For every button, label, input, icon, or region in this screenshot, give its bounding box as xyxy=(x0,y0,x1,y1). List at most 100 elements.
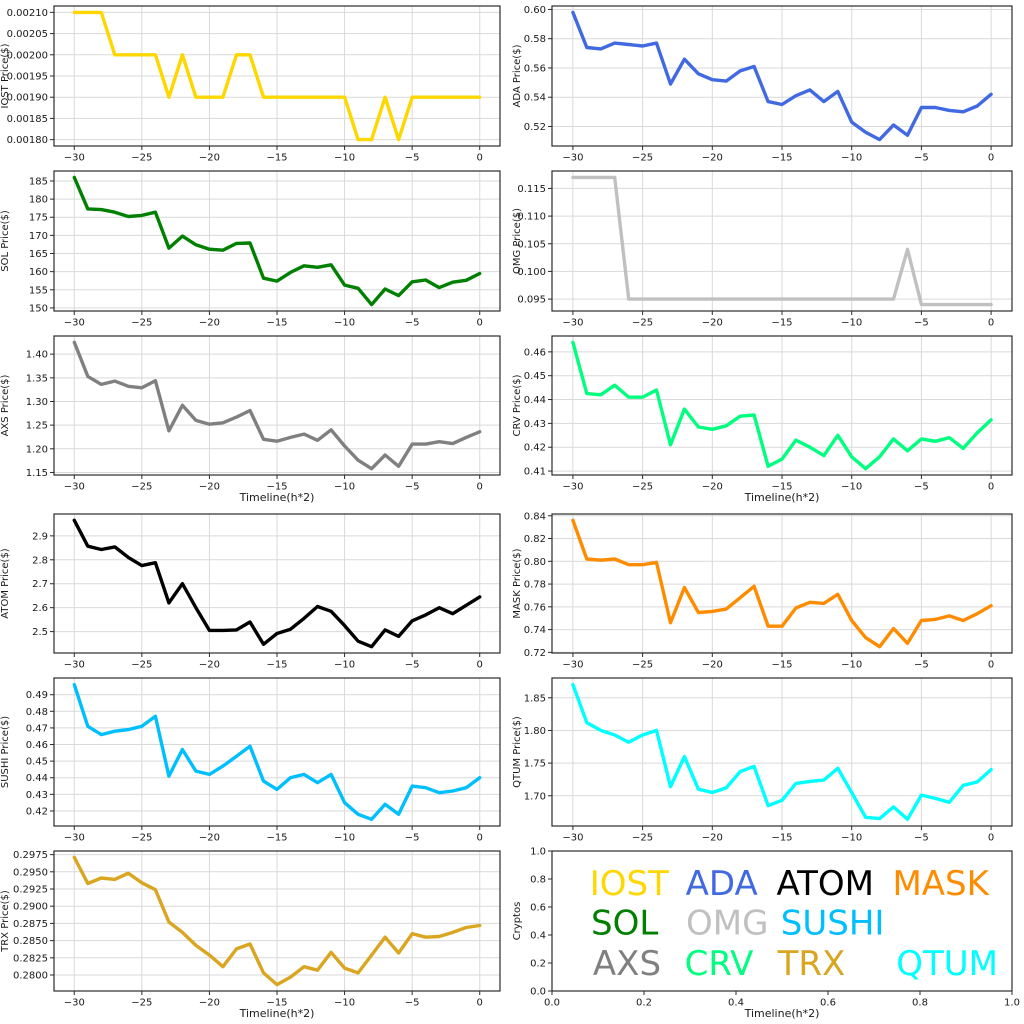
chart-iost: −30 −25 −20 −15 −10 −5 0 0.00180 0.00185 0.00190 0… xyxy=(0,0,512,165)
svg-text:−20: −20 xyxy=(702,153,723,164)
svg-text:QTUM Price($): QTUM Price($) xyxy=(512,716,523,788)
svg-text:−30: −30 xyxy=(562,482,583,493)
svg-text:0: 0 xyxy=(988,660,994,671)
svg-text:2.6: 2.6 xyxy=(32,603,48,614)
svg-text:−30: −30 xyxy=(562,318,583,329)
svg-text:−5: −5 xyxy=(914,153,929,164)
svg-text:0.8: 0.8 xyxy=(912,998,928,1009)
svg-text:−5: −5 xyxy=(914,482,929,493)
svg-text:−25: −25 xyxy=(131,482,152,493)
chart-mask: −30 −25 −20 −15 −10 −5 0 0.72 0.74 0.76 0.78 0.80 0.… xyxy=(512,508,1024,672)
svg-text:OMG: OMG xyxy=(686,903,768,943)
svg-text:180: 180 xyxy=(29,195,48,206)
svg-text:1.0: 1.0 xyxy=(1004,998,1020,1009)
svg-text:0.2825: 0.2825 xyxy=(13,953,48,964)
svg-text:1.85: 1.85 xyxy=(524,693,546,704)
svg-text:−30: −30 xyxy=(64,998,85,1009)
svg-text:Timeline(h*2): Timeline(h*2) xyxy=(239,1007,315,1020)
svg-text:Timeline(h*2): Timeline(h*2) xyxy=(744,491,820,504)
svg-text:CRV Price($): CRV Price($) xyxy=(512,374,523,436)
svg-text:−25: −25 xyxy=(131,998,152,1009)
svg-text:0.41: 0.41 xyxy=(524,467,546,478)
svg-text:−15: −15 xyxy=(771,153,792,164)
svg-text:0.4: 0.4 xyxy=(530,931,546,942)
svg-text:0: 0 xyxy=(477,998,483,1009)
svg-text:−25: −25 xyxy=(131,833,152,844)
svg-text:1.40: 1.40 xyxy=(26,350,48,361)
svg-text:−20: −20 xyxy=(702,318,723,329)
svg-text:0.0: 0.0 xyxy=(530,987,546,998)
svg-text:−15: −15 xyxy=(266,482,287,493)
svg-text:1.75: 1.75 xyxy=(524,759,546,770)
svg-text:−25: −25 xyxy=(131,153,152,164)
chart-omg: −30 −25 −20 −15 −10 −5 0 0.095 0.100 0.105 0.110 0.… xyxy=(512,165,1024,330)
svg-text:2.8: 2.8 xyxy=(32,555,48,566)
svg-text:SUSHI Price($): SUSHI Price($) xyxy=(0,716,11,788)
svg-text:1.30: 1.30 xyxy=(26,397,48,408)
svg-text:−30: −30 xyxy=(64,318,85,329)
svg-text:0.76: 0.76 xyxy=(524,602,546,613)
svg-text:Timeline(h*2): Timeline(h*2) xyxy=(239,491,315,504)
svg-text:−5: −5 xyxy=(405,998,420,1009)
svg-text:Timeline(h*2): Timeline(h*2) xyxy=(744,1007,820,1020)
svg-text:0.6: 0.6 xyxy=(820,998,836,1009)
svg-text:0.2: 0.2 xyxy=(530,959,546,970)
svg-text:0.2875: 0.2875 xyxy=(13,919,48,930)
chart-sol: −30 −25 −20 −15 −10 −5 0 150 155 160 165 170 175 180 1… xyxy=(0,165,512,330)
svg-text:0: 0 xyxy=(477,153,483,164)
svg-text:1.25: 1.25 xyxy=(26,421,48,432)
svg-text:−10: −10 xyxy=(334,153,355,164)
svg-text:IOST: IOST xyxy=(590,864,669,904)
svg-text:OMG Price($): OMG Price($) xyxy=(512,208,523,274)
svg-text:0.095: 0.095 xyxy=(517,295,546,306)
svg-text:0: 0 xyxy=(988,833,994,844)
svg-text:AXS: AXS xyxy=(593,944,661,984)
svg-text:Cryptos: Cryptos xyxy=(512,902,523,941)
svg-text:0.43: 0.43 xyxy=(26,790,48,801)
svg-text:0.72: 0.72 xyxy=(524,648,546,659)
svg-text:0.44: 0.44 xyxy=(524,395,546,406)
svg-text:185: 185 xyxy=(29,176,48,187)
svg-text:1.70: 1.70 xyxy=(524,791,546,802)
svg-text:−5: −5 xyxy=(914,318,929,329)
svg-text:−15: −15 xyxy=(266,318,287,329)
svg-text:TRX Price($): TRX Price($) xyxy=(0,890,11,953)
svg-text:0: 0 xyxy=(477,833,483,844)
svg-text:0: 0 xyxy=(477,482,483,493)
svg-text:0.0: 0.0 xyxy=(544,998,560,1009)
svg-text:160: 160 xyxy=(29,267,48,278)
svg-text:0.49: 0.49 xyxy=(26,690,48,701)
svg-text:−15: −15 xyxy=(771,318,792,329)
crypto-legend-panel: IOST ADA ATOM MASK SOL OMG SUSHI AXS CRV TRX QTUM 0… xyxy=(512,845,1024,1024)
svg-text:−15: −15 xyxy=(266,833,287,844)
svg-text:0.2850: 0.2850 xyxy=(13,936,48,947)
svg-text:−15: −15 xyxy=(771,660,792,671)
svg-text:−30: −30 xyxy=(562,833,583,844)
svg-text:−15: −15 xyxy=(266,998,287,1009)
svg-text:−10: −10 xyxy=(334,482,355,493)
svg-text:−25: −25 xyxy=(632,318,653,329)
svg-text:SOL: SOL xyxy=(591,903,658,943)
svg-text:0.100: 0.100 xyxy=(517,267,546,278)
svg-text:−30: −30 xyxy=(562,660,583,671)
svg-text:ADA Price($): ADA Price($) xyxy=(512,44,523,107)
svg-text:0.78: 0.78 xyxy=(524,580,546,591)
svg-text:0.80: 0.80 xyxy=(524,557,546,568)
svg-text:ATOM: ATOM xyxy=(776,864,873,904)
svg-text:−25: −25 xyxy=(632,482,653,493)
svg-text:0.45: 0.45 xyxy=(524,371,546,382)
svg-text:0.42: 0.42 xyxy=(26,806,48,817)
svg-text:−30: −30 xyxy=(64,833,85,844)
svg-text:170: 170 xyxy=(29,231,48,242)
svg-text:−25: −25 xyxy=(632,660,653,671)
svg-text:0.45: 0.45 xyxy=(26,757,48,768)
svg-text:−20: −20 xyxy=(199,660,220,671)
svg-text:−20: −20 xyxy=(702,833,723,844)
svg-text:0.54: 0.54 xyxy=(524,93,546,104)
svg-text:MASK: MASK xyxy=(892,864,990,904)
svg-text:−10: −10 xyxy=(841,153,862,164)
svg-text:IOST Price($): IOST Price($) xyxy=(0,43,11,108)
svg-text:−10: −10 xyxy=(334,660,355,671)
svg-text:ATOM Price($): ATOM Price($) xyxy=(0,548,11,619)
svg-text:1.15: 1.15 xyxy=(26,468,48,479)
